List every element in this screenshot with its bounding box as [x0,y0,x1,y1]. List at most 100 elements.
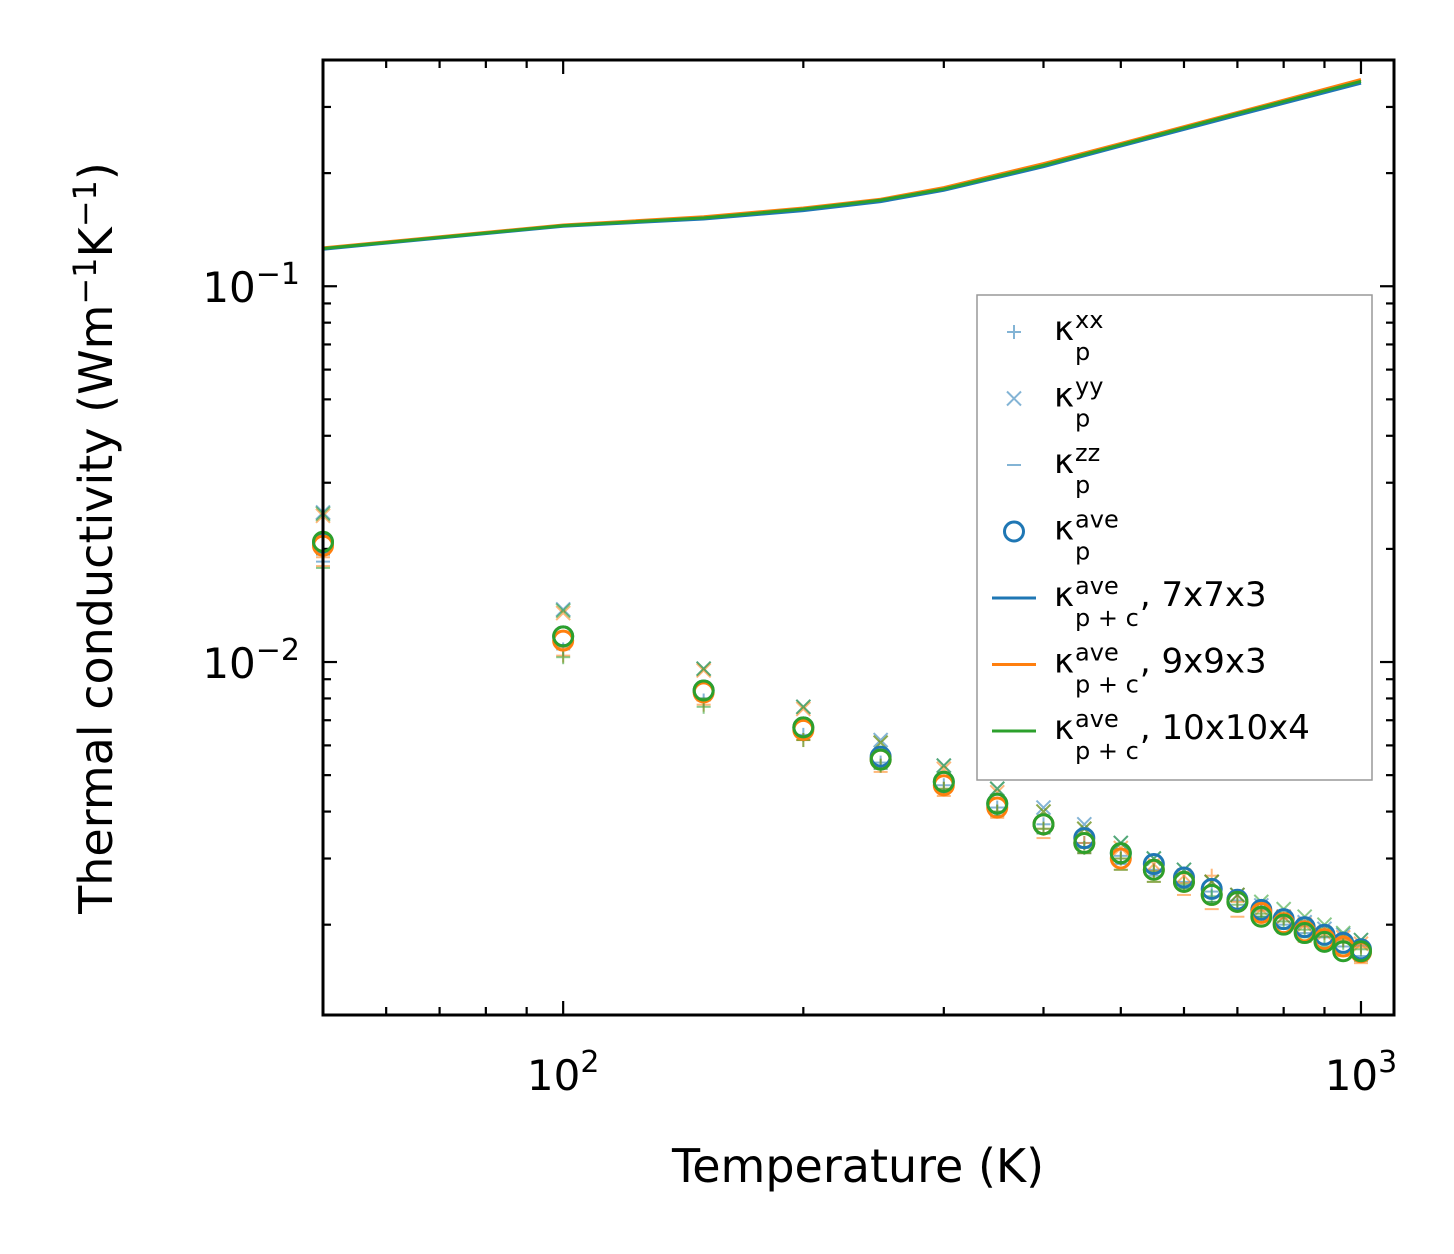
kyy-point-9x9x3 [555,605,571,621]
y-axis-label-end: ) [69,162,123,180]
kave-point-10x10x4 [1109,842,1132,865]
y-axis-label: Thermal conductivity (Wm−1K−1) [66,162,123,915]
cross-b [695,660,712,677]
cross-b [1176,868,1192,884]
y-axis-label-main: Thermal conductivity (Wm [69,305,123,915]
cross-b [1035,799,1052,816]
legend-sub: p + c [1075,604,1139,632]
kyy-point-10x10x4 [795,699,812,715]
kave-point-10x10x4 [1293,922,1316,945]
legend-symbol: κ [1054,509,1074,549]
kave-point-10x10x4 [1032,813,1055,836]
kyy-point-9x9x3 [1146,856,1162,872]
cross-b [1006,390,1022,407]
y-tick-label-base: 10 [202,263,255,312]
legend-sup: ave [1075,705,1119,733]
x-tick-label-exp: 2 [580,1045,599,1080]
kxx-point-10x10x4 [556,650,571,665]
y-tick-label-exp: −2 [256,633,300,668]
x-tick-label-base: 10 [1325,1051,1378,1100]
kave-point-10x10x4 [1272,913,1295,936]
legend-symbol: κ [1054,575,1074,615]
kave-point-10x10x4 [552,625,575,648]
kxx-point-10x10x4 [1276,914,1291,929]
cross-b [872,732,889,748]
cross-b [989,781,1005,797]
kave-point-10x10x4 [792,716,815,739]
legend-label: κ [1054,642,1074,682]
legend-sub: p + c [1075,737,1139,765]
x-tick-label: 102 [527,1045,600,1100]
legend-suffix: , 7x7x3 [1140,575,1267,615]
x-axis-label: Temperature (K) [671,1139,1044,1193]
legend-label: κ [1054,509,1074,549]
legend-sup: xx [1075,306,1103,334]
cross-b [695,662,712,679]
kyy-point-9x9x3 [695,662,712,679]
kave-point-10x10x4 [1142,858,1165,881]
legend-symbol: κ [1054,376,1074,416]
kyy-point-9x9x3 [1176,868,1192,884]
legend-sup: yy [1075,373,1103,401]
legend-label: κ [1054,575,1074,615]
kave-point-10x10x4 [1313,930,1336,953]
legend-label: κ [1054,442,1074,482]
kave-point-10x10x4 [1200,883,1223,906]
cross-b [795,701,812,717]
kave-point-7x7x3 [1200,877,1223,900]
x-tick-label-base: 10 [527,1051,580,1100]
cross-b [795,699,812,715]
kave-point-10x10x4 [1073,831,1096,854]
legend-sub: p [1075,538,1090,566]
total-conductivity-lines [322,78,1362,251]
y-tick-labels: 10−210−1 [202,257,300,688]
y-axis-label-mid: K [69,225,123,257]
legend-box [976,294,1373,781]
cross-b [555,605,571,621]
legend-marker-cross [1006,390,1022,407]
kave-point-10x10x4 [932,770,955,793]
kyy-point-10x10x4 [989,781,1005,797]
y-tick-label: 10−1 [202,257,300,312]
legend-symbol: κ [1054,442,1074,482]
legend-sub: p [1075,338,1090,366]
legend-suffix: , 9x9x3 [1140,642,1267,682]
legend-label: κ [1054,376,1074,416]
kave-point-10x10x4 [1172,870,1195,893]
y-tick-label-base: 10 [202,639,255,688]
legend-sup: ave [1075,639,1119,667]
legend-label: κ [1054,708,1074,748]
line-10x10x4 [322,79,1362,250]
legend-sub: p + c [1075,671,1139,699]
kyy-point-7x7x3 [872,732,889,748]
kave-point-7x7x3 [1142,853,1165,876]
kyy-point-10x10x4 [695,660,712,677]
cross-b [1253,894,1270,910]
kyy-point-10x10x4 [555,602,571,619]
y-tick-label-exp: −1 [256,257,300,292]
legend-sub: p [1075,471,1090,499]
y-axis-label-exp1: −1 [66,257,104,304]
legend-sup: ave [1075,506,1119,534]
kxx-point-10x10x4 [1353,942,1368,957]
legend-symbol: κ [1054,708,1074,748]
legend-sup: zz [1075,439,1100,467]
legend-marker-plus [1007,325,1021,339]
cross-b [1146,856,1162,872]
kave-point-10x10x4 [692,679,715,702]
y-tick-label: 10−2 [202,633,300,688]
kyy-point-9x9x3 [795,701,812,717]
kyy-point-7x7x3 [1035,799,1052,816]
legend-suffix: , 10x10x4 [1140,708,1310,748]
x-tick-label-exp: 3 [1378,1045,1397,1080]
legend-sub: p [1075,405,1090,433]
y-axis-label-exp2: −1 [66,180,104,227]
x-tick-label: 103 [1325,1045,1398,1100]
kyy-point-10x10x4 [936,757,952,774]
cross-b [555,602,571,619]
kave-point-10x10x4 [1349,940,1372,963]
kave-point-10x10x4 [986,792,1009,815]
legend-sup: ave [1075,572,1119,600]
